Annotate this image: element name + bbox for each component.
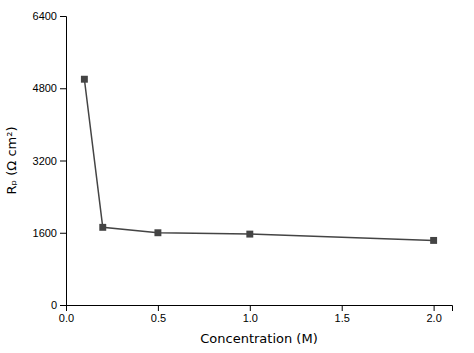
point	[154, 229, 161, 236]
y-axis-tick-label: 1600	[33, 227, 57, 239]
x-axis-tick-mark	[250, 305, 251, 311]
plot: 0.0 0.5 1.0 1.5 2.0 0 1600 3200 4800 6400	[33, 10, 453, 324]
y-axis: 0 1600 3200 4800 6400	[33, 10, 67, 311]
x-axis-tick-mark	[342, 305, 343, 311]
x-axis-tick: 1.0	[243, 305, 258, 324]
y-axis-tick-label: 0	[51, 299, 57, 311]
x-axis-tick: 0.5	[151, 305, 166, 324]
point	[99, 224, 106, 231]
x-axis-tick-label: 2.0	[426, 312, 441, 324]
x-axis-tick: 2.0	[426, 305, 441, 324]
y-axis-tick: 6400	[33, 10, 66, 22]
x-axis-line	[67, 306, 453, 312]
y-axis-tick: 4800	[33, 82, 66, 94]
y-axis-tick-label: 3200	[33, 155, 57, 167]
y-axis-title: Rₚ (Ω cm²)	[4, 127, 19, 195]
x-axis-tick-mark	[158, 305, 159, 311]
point	[430, 237, 437, 244]
x-axis-tick: 0.0	[59, 305, 74, 324]
x-axis-tick-label: 0.0	[59, 312, 74, 324]
marks	[81, 76, 437, 244]
y-axis-tick-mark	[60, 305, 66, 306]
x-axis-title: Concentration (M)	[200, 331, 317, 346]
x-axis-tick-label: 0.5	[151, 312, 166, 324]
y-axis-tick-label: 4800	[33, 82, 57, 94]
y-axis-tick-mark	[60, 88, 66, 89]
x-axis-tick-label: 1.5	[335, 312, 350, 324]
x-axis-tick-label: 1.0	[243, 312, 258, 324]
y-axis-tick: 0	[51, 299, 66, 311]
x-axis: 0.0 0.5 1.0 1.5 2.0	[59, 305, 453, 324]
point	[246, 231, 253, 238]
point	[81, 76, 88, 83]
y-axis-tick-mark	[60, 16, 66, 17]
y-axis-tick-mark	[60, 233, 66, 234]
y-axis-line	[60, 17, 67, 306]
y-axis-tick-label: 6400	[33, 10, 57, 22]
chart: 0.0 0.5 1.0 1.5 2.0 0 1600 3200 4800 6400 Concentr…	[0, 0, 474, 353]
x-axis-tick: 1.5	[335, 305, 350, 324]
y-axis-tick-mark	[60, 161, 66, 162]
y-axis-tick: 1600	[33, 227, 66, 239]
x-axis-tick-mark	[434, 305, 435, 311]
line	[84, 79, 433, 240]
y-axis-tick: 3200	[33, 155, 66, 167]
